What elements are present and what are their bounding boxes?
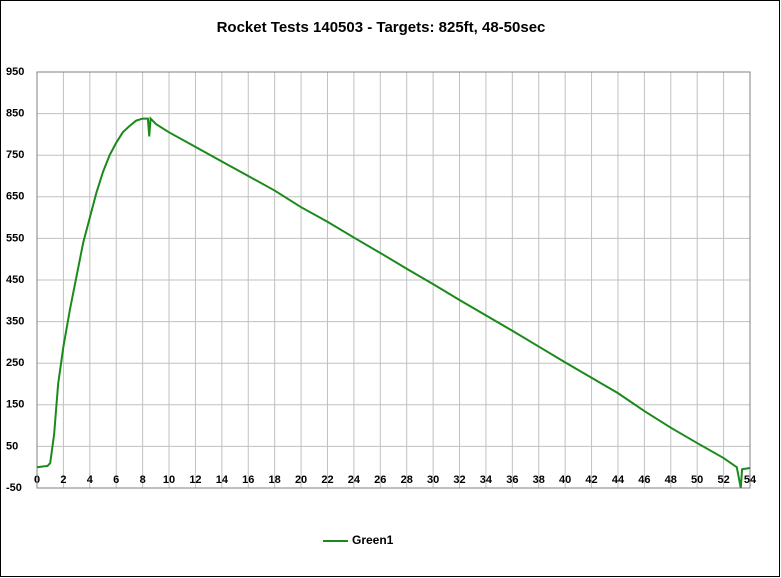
x-tick-label: 40 xyxy=(559,474,571,486)
x-tick-label: 16 xyxy=(242,474,254,486)
x-tick-label: 50 xyxy=(691,474,703,486)
plot-area xyxy=(36,71,751,489)
y-tick-label: -50 xyxy=(6,482,22,494)
y-tick-label: 350 xyxy=(6,316,24,328)
legend-label: Green1 xyxy=(352,533,394,547)
x-tick-label: 38 xyxy=(533,474,545,486)
x-tick-label: 46 xyxy=(638,474,650,486)
x-tick-label: 2 xyxy=(60,474,66,486)
x-tick-label: 26 xyxy=(374,474,386,486)
x-tick-label: 32 xyxy=(453,474,465,486)
x-tick-label: 8 xyxy=(140,474,146,486)
x-tick-label: 22 xyxy=(321,474,333,486)
y-tick-label: 750 xyxy=(6,149,24,161)
x-tick-label: 30 xyxy=(427,474,439,486)
x-tick-label: 34 xyxy=(480,474,493,486)
y-tick-label: 450 xyxy=(6,274,24,286)
chart-title: Rocket Tests 140503 - Targets: 825ft, 48… xyxy=(217,19,546,36)
x-tick-label: 10 xyxy=(163,474,175,486)
x-tick-label: 36 xyxy=(506,474,518,486)
x-tick-label: 20 xyxy=(295,474,307,486)
y-tick-label: 850 xyxy=(6,108,24,120)
x-tick-label: 28 xyxy=(401,474,413,486)
y-tick-label: 50 xyxy=(6,440,18,452)
x-tick-label: 6 xyxy=(113,474,119,486)
y-tick-label: 650 xyxy=(6,191,24,203)
x-tick-label: 18 xyxy=(269,474,281,486)
y-tick-label: 250 xyxy=(6,357,24,369)
x-tick-label: 42 xyxy=(585,474,597,486)
y-tick-label: 950 xyxy=(6,66,24,78)
x-tick-label: 4 xyxy=(87,474,94,486)
x-tick-label: 52 xyxy=(717,474,729,486)
x-tick-label: 48 xyxy=(665,474,677,486)
y-tick-label: 550 xyxy=(6,232,24,244)
x-tick-label: 14 xyxy=(216,474,229,486)
y-tick-label: 150 xyxy=(6,399,24,411)
x-tick-label: 24 xyxy=(348,474,361,486)
x-tick-label: 12 xyxy=(189,474,201,486)
x-tick-label: 44 xyxy=(612,474,625,486)
data-line xyxy=(36,116,751,489)
